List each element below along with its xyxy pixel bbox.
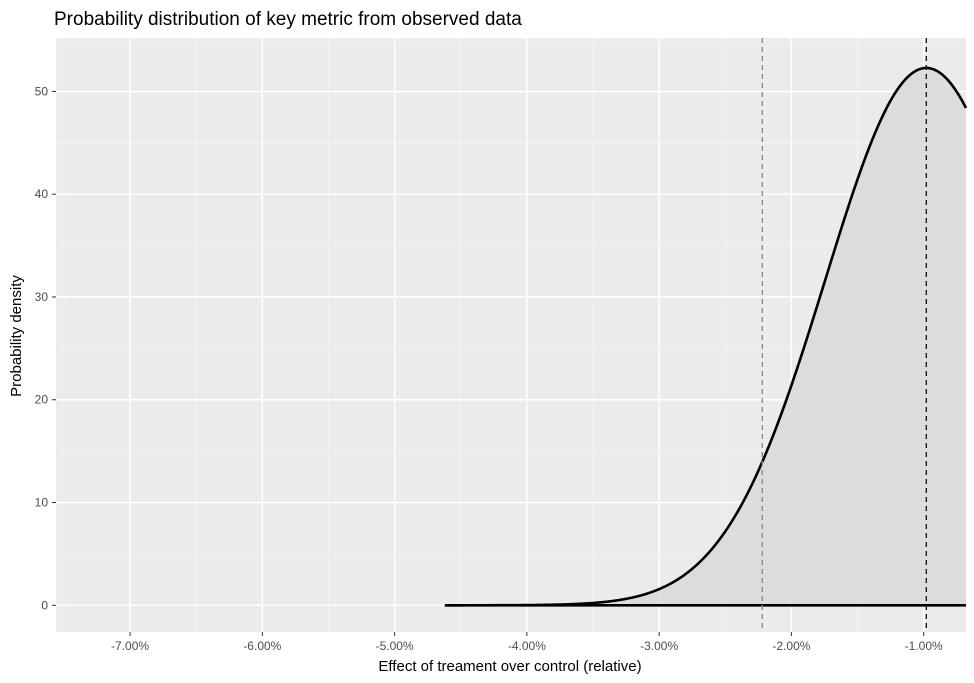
x-tick-label: -5.00%: [376, 639, 414, 653]
y-tick-label: 0: [41, 598, 48, 612]
x-axis-label: Effect of treament over control (relativ…: [378, 658, 641, 675]
density-series: [444, 66, 968, 607]
x-tick-label: -6.00%: [243, 639, 281, 653]
y-axis-ticks: 0 10 20 30 40 50: [35, 84, 56, 612]
y-tick-label: 40: [35, 187, 49, 201]
x-tick-label: -4.00%: [508, 639, 546, 653]
y-tick-label: 20: [35, 393, 49, 407]
x-axis-ticks: -7.00% -6.00% -5.00% -4.00% -3.00% -2.00% -1.0…: [111, 632, 943, 653]
x-tick-label: -2.00%: [772, 639, 810, 653]
x-tick-label: -7.00%: [111, 639, 149, 653]
y-axis-label: Probability density: [8, 275, 25, 397]
y-tick-label: 30: [35, 290, 49, 304]
chart-title: Probability distribution of key metric f…: [54, 9, 522, 30]
y-tick-label: 50: [35, 84, 49, 98]
x-tick-label: -3.00%: [640, 639, 678, 653]
density-area: [444, 67, 966, 606]
y-tick-label: 10: [35, 496, 49, 510]
reference-lines: [761, 38, 928, 632]
x-tick-label: -1.00%: [905, 639, 943, 653]
